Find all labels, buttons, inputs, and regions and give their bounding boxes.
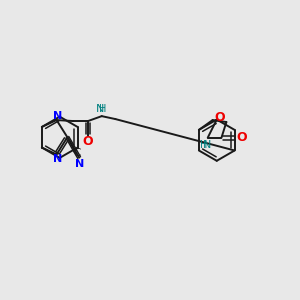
Text: H: H bbox=[200, 140, 208, 150]
Text: O: O bbox=[214, 111, 225, 124]
Text: N: N bbox=[74, 158, 84, 169]
Text: H: H bbox=[99, 104, 106, 114]
Text: C: C bbox=[74, 148, 81, 158]
Text: N: N bbox=[53, 111, 62, 121]
Text: O: O bbox=[83, 135, 93, 148]
Text: N: N bbox=[53, 154, 62, 164]
Text: N: N bbox=[96, 104, 104, 114]
Text: N: N bbox=[202, 140, 211, 150]
Text: O: O bbox=[237, 131, 248, 144]
